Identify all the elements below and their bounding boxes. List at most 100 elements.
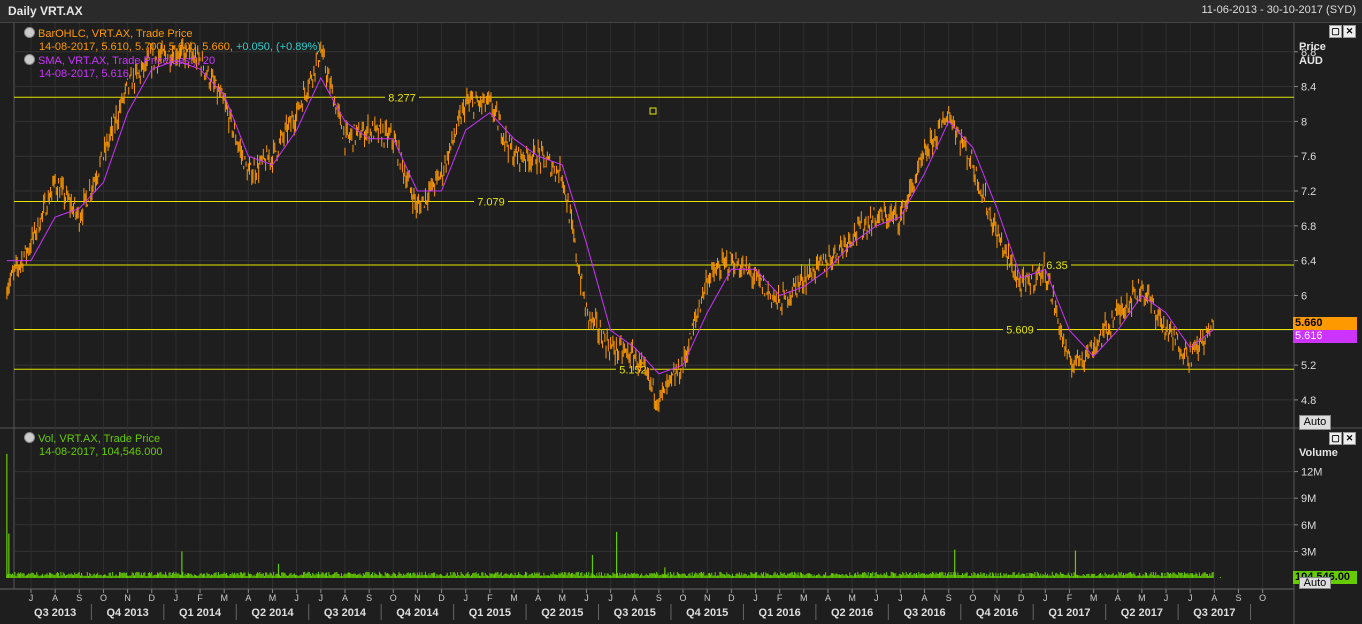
month-label: D xyxy=(1018,593,1025,603)
price-bars xyxy=(6,38,1214,412)
month-label: O xyxy=(969,593,976,603)
month-label: J xyxy=(294,593,299,603)
month-label: J xyxy=(584,593,589,603)
quarter-label: Q1 2014 xyxy=(179,607,222,619)
month-label: J xyxy=(898,593,903,603)
sma-legend-line1: SMA, VRT.AX, Trade Price(Last), 20 xyxy=(24,54,321,68)
volume-tick-label: 6M xyxy=(1301,520,1316,532)
vol-values: 14-08-2017, 104,546.000 xyxy=(39,446,163,458)
month-label: A xyxy=(922,593,928,603)
volume-axis: 3M 6M 9M 12M xyxy=(1294,467,1322,558)
level-label: 6.35 xyxy=(1046,260,1067,272)
month-label: J xyxy=(1164,593,1169,603)
quarter-label: Q2 2015 xyxy=(541,607,583,619)
month-label: D xyxy=(149,593,156,603)
quarter-label: Q1 2017 xyxy=(1048,607,1090,619)
month-label: S xyxy=(76,593,82,603)
volume-auto-button[interactable]: Auto xyxy=(1299,577,1331,589)
month-label: S xyxy=(1235,593,1241,603)
level-label-bg xyxy=(1003,323,1037,336)
month-label: O xyxy=(100,593,107,603)
month-label: A xyxy=(342,593,348,603)
month-label: J xyxy=(753,593,758,603)
legend-settings-icon[interactable] xyxy=(24,432,35,443)
quarter-label: Q3 2017 xyxy=(1193,607,1235,619)
month-label: A xyxy=(52,593,58,603)
volume-tick-label: 12M xyxy=(1301,467,1322,479)
month-label: D xyxy=(438,593,445,603)
vol-legend-line1: Vol, VRT.AX, Trade Price xyxy=(24,432,163,446)
quarter-label: Q3 2016 xyxy=(903,607,945,619)
drag-handle[interactable] xyxy=(649,107,657,115)
price-tick-label: 8.4 xyxy=(1301,82,1316,94)
month-label: A xyxy=(245,593,251,603)
month-label: O xyxy=(1259,593,1266,603)
maximize-icon[interactable]: ▢ xyxy=(1329,432,1342,445)
quarter-label: Q2 2017 xyxy=(1121,607,1163,619)
month-label: N xyxy=(994,593,1001,603)
close-icon[interactable]: ✕ xyxy=(1343,432,1356,445)
close-icon[interactable]: ✕ xyxy=(1343,25,1356,38)
price-axis-title: Price AUD xyxy=(1299,40,1326,68)
month-label: A xyxy=(632,593,638,603)
volume-plot-area xyxy=(14,430,1294,589)
month-label: J xyxy=(874,593,879,603)
horizontal-grid xyxy=(14,51,1294,552)
price-legend: BarOHLC, VRT.AX, Trade Price 14-08-2017,… xyxy=(24,27,321,81)
month-label: M xyxy=(269,593,277,603)
price-tick-label: 8 xyxy=(1301,116,1307,128)
month-label: J xyxy=(1043,593,1048,603)
month-label: J xyxy=(608,593,613,603)
month-label: J xyxy=(463,593,468,603)
month-label: F xyxy=(1067,593,1073,603)
price-tick-label: 6 xyxy=(1301,290,1307,302)
title-bar: Daily VRT.AX 11-06-2013 - 30-10-2017 (SY… xyxy=(0,0,1362,23)
volume-axis-title: Volume xyxy=(1299,447,1338,459)
month-label: N xyxy=(124,593,131,603)
level-label: 5.609 xyxy=(1006,324,1034,336)
maximize-icon[interactable]: ▢ xyxy=(1329,25,1342,38)
quarter-label: Q3 2014 xyxy=(324,607,367,619)
month-label: N xyxy=(704,593,711,603)
month-label: F xyxy=(487,593,493,603)
sma-legend-text: SMA, VRT.AX, Trade Price(Last), 20 xyxy=(38,55,216,67)
ohlc-change: +0.050, (+0.89%) xyxy=(235,41,321,53)
sma-values: 14-08-2017, 5.616 xyxy=(39,68,129,80)
price-auto-button[interactable]: Auto xyxy=(1299,415,1331,430)
volume-bars xyxy=(6,453,1221,578)
price-tick-label: 4.8 xyxy=(1301,395,1316,407)
quarter-label: Q4 2016 xyxy=(976,607,1018,619)
vol-legend-text: Vol, VRT.AX, Trade Price xyxy=(38,433,161,445)
month-label: M xyxy=(800,593,808,603)
price-axis-title-2: AUD xyxy=(1299,55,1323,67)
month-label: M xyxy=(510,593,518,603)
ohlc-values: 14-08-2017, 5.610, 5.700, 5.600, 5.660, xyxy=(39,41,233,53)
date-range: 11-06-2013 - 30-10-2017 (SYD) xyxy=(1201,4,1357,16)
month-label: M xyxy=(220,593,228,603)
month-label: F xyxy=(777,593,783,603)
chart-title: Daily VRT.AX xyxy=(8,4,83,18)
last-price-tag: 5.660 xyxy=(1293,317,1357,330)
month-label: A xyxy=(535,593,541,603)
price-axis-title-1: Price xyxy=(1299,41,1326,53)
price-tick-label: 6.8 xyxy=(1301,221,1316,233)
level-label: 5.152 xyxy=(619,364,647,376)
vertical-grid xyxy=(30,23,1264,589)
legend-settings-icon[interactable] xyxy=(24,54,35,65)
month-label: M xyxy=(1138,593,1146,603)
month-label: M xyxy=(848,593,856,603)
month-label: A xyxy=(1115,593,1121,603)
month-label: J xyxy=(174,593,179,603)
last-sma-tag: 5.616 xyxy=(1293,330,1357,343)
quarter-label: Q1 2016 xyxy=(759,607,801,619)
quarter-label: Q2 2014 xyxy=(251,607,294,619)
month-label: S xyxy=(366,593,372,603)
volume-tick-label: 3M xyxy=(1301,546,1316,558)
volume-tick-label: 9M xyxy=(1301,493,1316,505)
ohlc-legend-text: BarOHLC, VRT.AX, Trade Price xyxy=(38,28,193,40)
month-label: A xyxy=(1211,593,1217,603)
legend-settings-icon[interactable] xyxy=(24,27,35,38)
price-tick-label: 5.2 xyxy=(1301,360,1316,372)
